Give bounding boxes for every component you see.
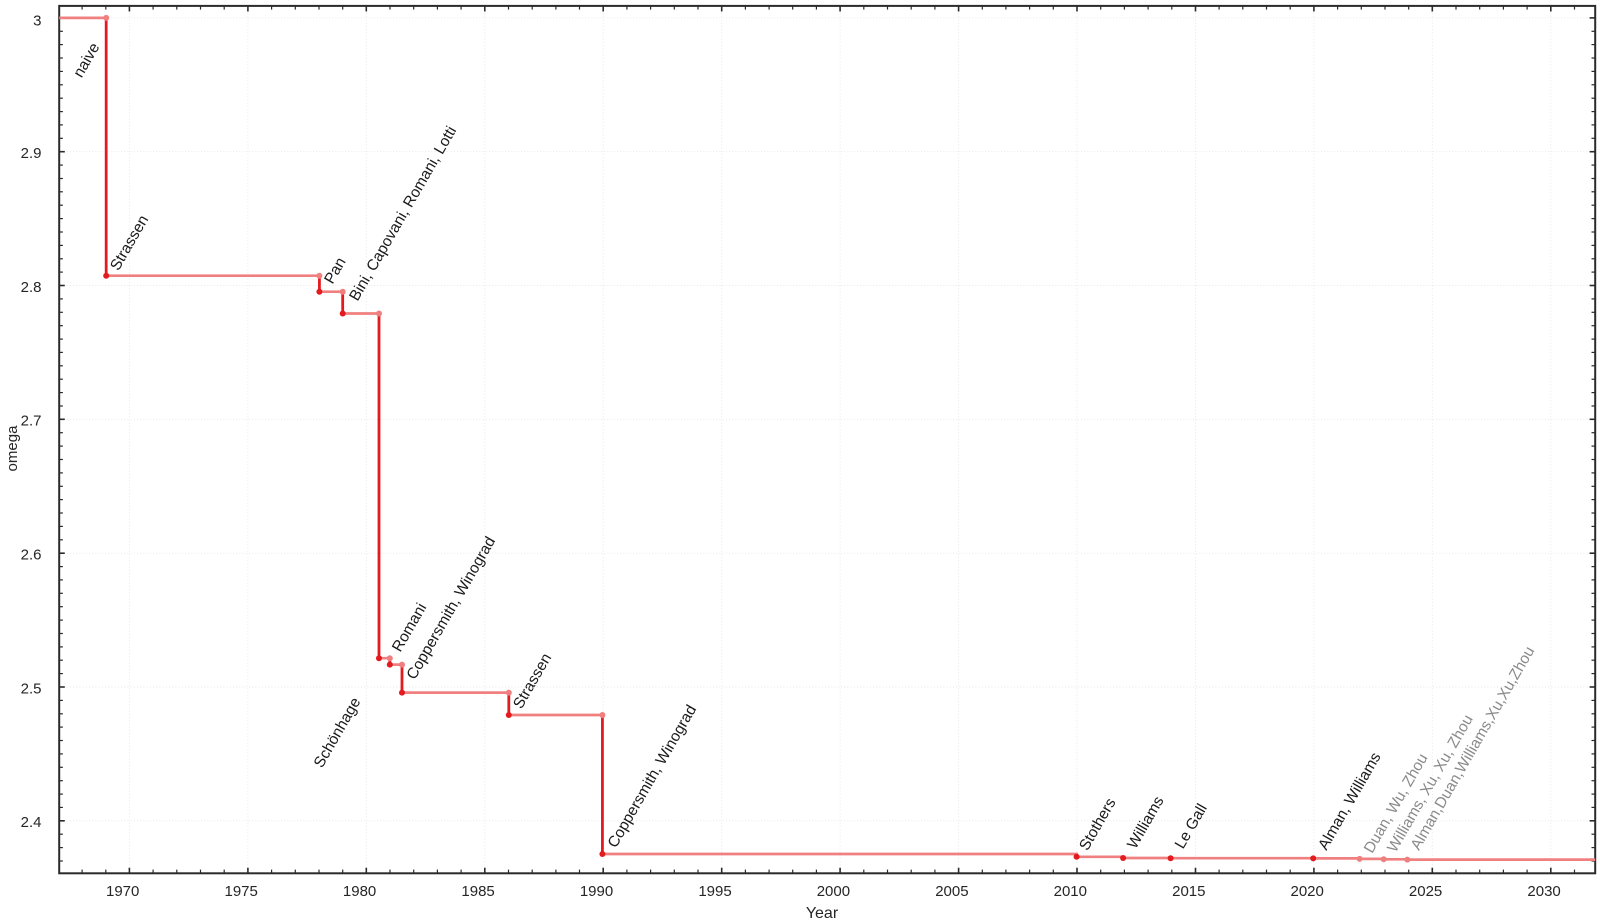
svg-text:1970: 1970 — [106, 883, 139, 900]
svg-text:2.5: 2.5 — [21, 680, 42, 697]
svg-text:3: 3 — [33, 13, 41, 30]
svg-text:1975: 1975 — [225, 883, 258, 900]
svg-text:2.8: 2.8 — [21, 279, 42, 296]
svg-text:omega: omega — [4, 425, 21, 472]
svg-text:2030: 2030 — [1527, 883, 1560, 900]
svg-text:2.6: 2.6 — [21, 547, 42, 564]
svg-text:1980: 1980 — [343, 883, 376, 900]
svg-text:2015: 2015 — [1172, 883, 1205, 900]
svg-text:2.9: 2.9 — [21, 145, 42, 162]
svg-text:1985: 1985 — [461, 883, 494, 900]
svg-text:2020: 2020 — [1291, 883, 1324, 900]
svg-text:1995: 1995 — [698, 883, 731, 900]
svg-text:2.7: 2.7 — [21, 413, 42, 430]
svg-text:2010: 2010 — [1054, 883, 1087, 900]
svg-text:2025: 2025 — [1409, 883, 1442, 900]
svg-text:Year: Year — [806, 905, 839, 920]
svg-text:2005: 2005 — [935, 883, 968, 900]
svg-text:2.4: 2.4 — [21, 814, 42, 831]
svg-text:2000: 2000 — [817, 883, 850, 900]
svg-text:1990: 1990 — [580, 883, 613, 900]
